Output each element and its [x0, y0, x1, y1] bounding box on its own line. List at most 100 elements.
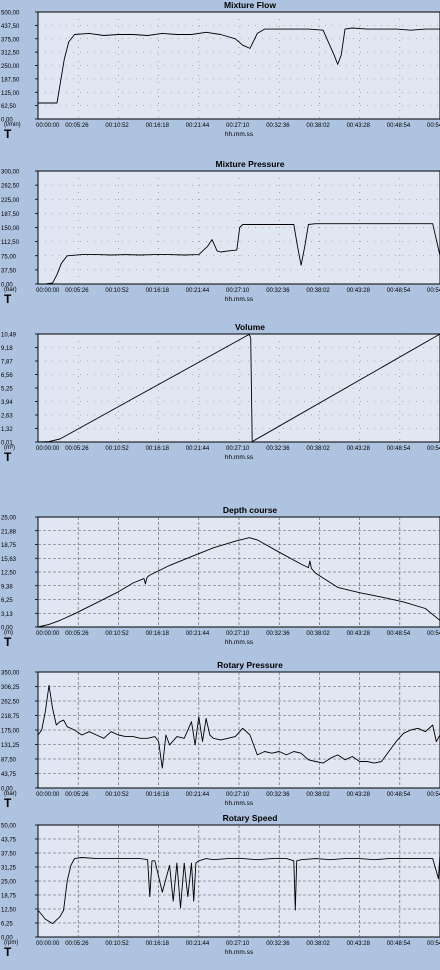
y-tick-label: 31,25: [1, 866, 17, 872]
y-tick-label: 12,50: [1, 908, 17, 914]
y-tick-label: 1,32: [1, 427, 13, 433]
y-unit-label: (rpm): [4, 940, 18, 946]
x-tick-label: 00:00:00: [36, 288, 60, 294]
x-tick-label: 00:48:54: [387, 446, 411, 452]
series-line: [37, 684, 440, 769]
x-tick-label: 00:43:28: [347, 288, 371, 294]
x-tick-label: 00:16:18: [146, 941, 170, 947]
x-tick-label: 00:54:2: [427, 631, 440, 637]
y-unit-label: (bar): [4, 287, 17, 293]
x-tick-label: 00:21:44: [186, 631, 210, 637]
y-tick-label: 18,75: [1, 894, 17, 900]
x-tick-label: 00:38:02: [306, 446, 330, 452]
x-tick-label: 00:38:02: [306, 631, 330, 637]
x-tick-label: 00:43:28: [347, 792, 371, 798]
y-tick-label: 25,00: [1, 880, 17, 886]
x-tick-label: 00:21:44: [186, 941, 210, 947]
x-tick-label: 00:00:00: [36, 446, 60, 452]
y-tick-label: 9,38: [1, 584, 13, 590]
y-tick-label: 3,94: [1, 400, 13, 406]
y-tick-label: 262,50: [1, 700, 20, 706]
x-tick-label: 00:10:52: [105, 631, 129, 637]
x-tick-label: 00:27:10: [226, 446, 250, 452]
y-tick-label: 6,56: [1, 373, 13, 379]
y-tick-label: 175,00: [1, 729, 20, 735]
series-line: [38, 27, 440, 104]
chart-svg: 300,00 262,50 225,00 187,50 150,00 112,50 75,0…: [1, 170, 440, 306]
chart-title: Mixture Pressure: [215, 159, 285, 169]
t-logo-icon: T: [4, 945, 12, 959]
y-tick-label: 500,00: [1, 11, 20, 17]
x-tick-label: 00:21:44: [186, 446, 210, 452]
y-tick-label: 43,75: [1, 838, 17, 844]
x-tick-label: 00:27:10: [226, 288, 250, 294]
t-logo-icon: T: [4, 127, 12, 141]
x-tick-label: 00:05:26: [65, 446, 89, 452]
x-tick-label: 00:10:52: [105, 123, 129, 129]
chart-panel-4: Rotary Pressure 350,00 306,25 262,50 218,75 1…: [0, 660, 440, 810]
chart-svg: 350,00 306,25 262,50 218,75 175,00 131,25 87,5…: [1, 671, 440, 810]
x-axis-label: hh.mm.ss: [225, 131, 254, 138]
x-tick-label: 00:00:00: [36, 123, 60, 129]
x-tick-label: 00:10:52: [105, 792, 129, 798]
y-tick-label: 0,00: [1, 118, 13, 124]
chart-panel-2: Volume 10,49 9,18 7,87 6,56 5,25 3,94 2,63 1,32 0…: [0, 322, 440, 472]
x-tick-label: 00:10:52: [105, 941, 129, 947]
chart-svg: 500,00 437,50 375,00 312,50 250,00 187,50 125,…: [1, 11, 440, 141]
x-tick-label: 00:54:2: [427, 123, 440, 129]
x-tick-label: 00:38:02: [306, 792, 330, 798]
y-unit-label: (l/min): [4, 122, 21, 128]
series-line: [38, 223, 440, 285]
x-tick-label: 00:16:18: [146, 446, 170, 452]
y-tick-label: 312,50: [1, 51, 20, 57]
plot-area: [37, 11, 440, 120]
chart-title: Rotary Pressure: [217, 660, 283, 670]
y-tick-label: 15,63: [1, 557, 17, 563]
x-tick-label: 00:43:28: [347, 631, 371, 637]
y-tick-label: 2,63: [1, 414, 13, 420]
chart-panel-3: Depth course 25,00 21,88 18,75 15,63 12,50 9,3…: [0, 505, 440, 655]
x-tick-label: 00:48:54: [387, 123, 411, 129]
y-tick-label: 75,00: [1, 254, 17, 260]
y-tick-label: 225,00: [1, 198, 20, 204]
chart-title: Mixture Flow: [224, 0, 276, 10]
x-tick-label: 00:10:52: [105, 288, 129, 294]
x-tick-label: 00:38:02: [306, 288, 330, 294]
x-tick-label: 00:16:18: [146, 123, 170, 129]
y-tick-label: 87,50: [1, 758, 17, 764]
chart-svg: 25,00 21,88 18,75 15,63 12,50 9,38 6,25 3,13 0,0…: [1, 516, 440, 649]
x-tick-label: 00:54:2: [427, 288, 440, 294]
y-unit-label: (m³): [4, 445, 15, 451]
y-tick-label: 112,50: [1, 240, 20, 246]
x-tick-label: 00:48:54: [387, 792, 411, 798]
y-tick-label: 37,50: [1, 268, 17, 274]
x-tick-label: 00:05:26: [65, 123, 89, 129]
x-tick-label: 00:16:18: [146, 631, 170, 637]
y-tick-label: 10,49: [1, 333, 17, 339]
y-tick-label: 350,00: [1, 671, 20, 677]
series-line: [37, 537, 440, 628]
x-axis-label: hh.mm.ss: [225, 639, 254, 646]
x-tick-label: 00:32:36: [266, 792, 290, 798]
y-tick-label: 6,25: [1, 598, 13, 604]
x-tick-label: 00:43:28: [347, 123, 371, 129]
x-tick-label: 00:21:44: [186, 123, 210, 129]
x-tick-label: 00:54:2: [427, 446, 440, 452]
x-tick-label: 00:16:18: [146, 288, 170, 294]
y-tick-label: 0,00: [1, 626, 13, 632]
x-tick-label: 00:16:18: [146, 792, 170, 798]
y-tick-label: 437,50: [1, 24, 20, 30]
x-tick-label: 00:00:00: [36, 631, 60, 637]
y-tick-label: 262,50: [1, 184, 20, 190]
y-unit-label: (bar): [4, 791, 17, 797]
x-tick-label: 00:27:10: [226, 123, 250, 129]
y-tick-label: 7,87: [1, 360, 13, 366]
t-logo-icon: T: [4, 796, 12, 810]
plot-area: [37, 333, 440, 443]
y-tick-label: 25,00: [1, 516, 17, 522]
y-tick-label: 62,50: [1, 104, 17, 110]
y-tick-label: 0,00: [1, 936, 13, 942]
x-tick-label: 00:00:00: [36, 792, 60, 798]
chart-svg: 10,49 9,18 7,87 6,56 5,25 3,94 2,63 1,32 0,01 00:…: [1, 333, 440, 464]
